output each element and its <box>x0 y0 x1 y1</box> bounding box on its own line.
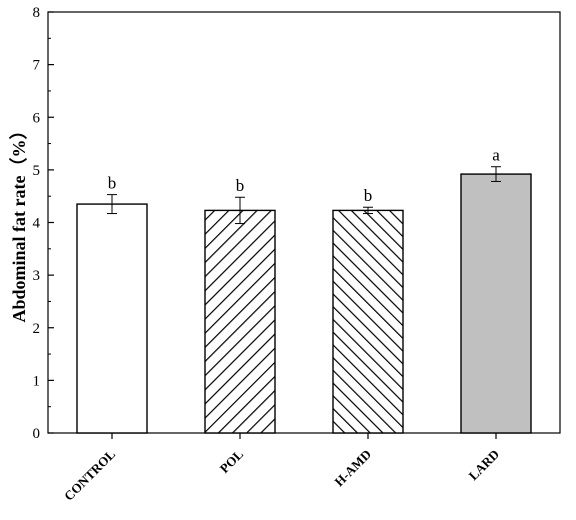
x-tick-label: H-AMD <box>331 447 374 490</box>
y-tick-label: 6 <box>33 110 41 126</box>
x-axis: CONTROL POL H-AMD LARD <box>61 433 502 504</box>
significance-label: b <box>108 174 117 193</box>
bars: b b b a <box>76 146 532 434</box>
y-tick-label: 4 <box>33 216 41 232</box>
bar-control <box>76 203 148 434</box>
y-tick-label: 2 <box>33 321 41 337</box>
x-tick-label: POL <box>217 446 247 476</box>
bar-h-amd <box>332 209 404 434</box>
significance-label: a <box>492 146 500 165</box>
y-axis: 0 1 2 3 4 5 6 7 8 <box>33 5 54 442</box>
y-tick-label: 3 <box>33 268 41 284</box>
significance-label: b <box>236 176 245 195</box>
y-tick-label: 8 <box>33 5 41 21</box>
bar-lard <box>460 173 532 434</box>
x-tick-label: CONTROL <box>61 446 118 503</box>
y-tick-label: 1 <box>33 373 41 389</box>
y-tick-label: 5 <box>33 163 41 179</box>
y-tick-label: 0 <box>33 426 41 442</box>
significance-label: b <box>364 186 373 205</box>
bar-pol <box>204 209 276 434</box>
y-tick-label: 7 <box>33 58 41 74</box>
y-axis-label: Abdominal fat rate（%） <box>9 122 29 323</box>
x-tick-label: LARD <box>465 447 502 484</box>
